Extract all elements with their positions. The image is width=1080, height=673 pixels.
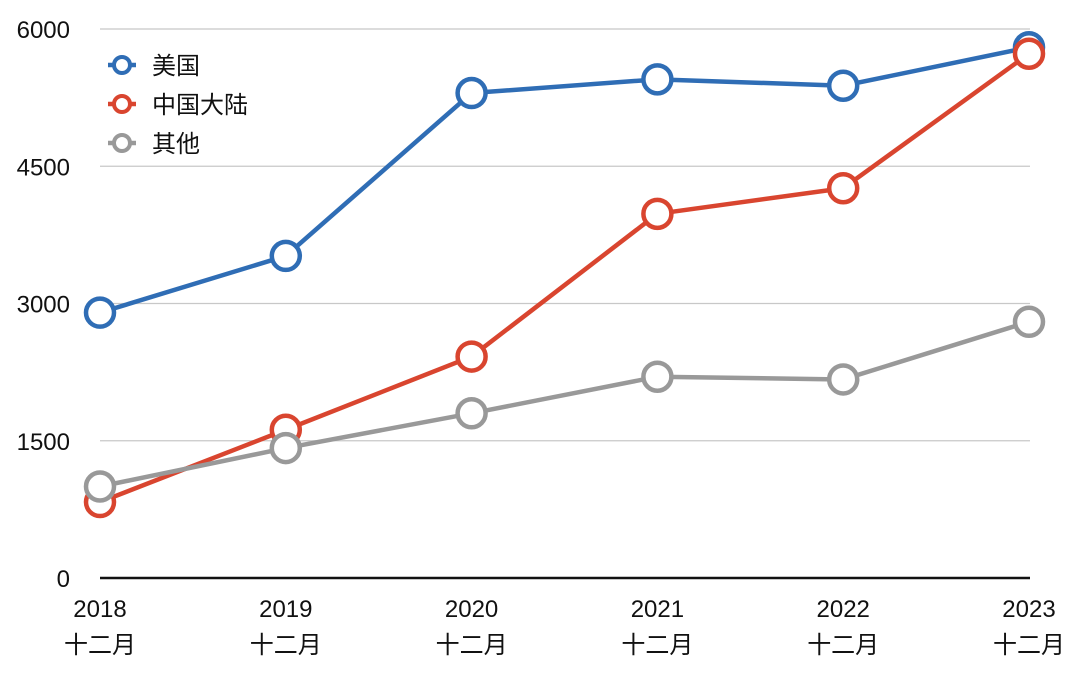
y-axis-tick-labels: 0 1500 3000 4500 6000 [17, 17, 70, 593]
x-tick-label: 十二月 [436, 632, 508, 659]
data-point [269, 431, 303, 465]
legend-swatch-marker [112, 94, 132, 114]
x-tick-label: 十二月 [807, 632, 879, 659]
legend-label: 美国 [152, 52, 200, 80]
data-point [269, 239, 303, 273]
series-2 [83, 305, 1046, 503]
y-tick-label: 3000 [17, 292, 70, 319]
x-tick-label: 十二月 [993, 632, 1065, 659]
x-tick-label: 2018 [73, 596, 126, 623]
x-tick-label: 十二月 [621, 632, 693, 659]
data-point [1012, 37, 1046, 70]
data-point [83, 296, 117, 329]
legend-item: 其他 [108, 130, 200, 158]
data-point [455, 340, 488, 373]
legend-swatch-marker [112, 133, 132, 153]
series-line [97, 51, 1032, 505]
legend-label: 其他 [152, 130, 200, 158]
legend-swatch-marker [112, 55, 132, 75]
x-tick-label: 2023 [1002, 596, 1055, 623]
x-tick-label: 2019 [259, 596, 312, 623]
data-point [826, 171, 860, 205]
data-point [826, 69, 860, 102]
series-1 [83, 37, 1046, 519]
y-tick-label: 4500 [17, 154, 70, 181]
legend-item: 中国大陆 [108, 91, 248, 119]
y-tick-label: 0 [57, 566, 70, 593]
data-point [641, 360, 674, 393]
data-point [641, 197, 674, 231]
data-point [641, 63, 674, 96]
series-line [97, 45, 1032, 315]
data-point [826, 363, 860, 396]
x-axis: 2018 十二月 2019 十二月 2020 十二月 2021 十二月 2022 十二月 2023 十… [64, 576, 1065, 659]
legend-label: 中国大陆 [152, 91, 248, 119]
series-line [97, 319, 1032, 489]
legend-item: 美国 [108, 52, 200, 80]
data-point [455, 397, 488, 430]
data-point [1012, 305, 1046, 339]
x-tick-label: 2021 [631, 596, 684, 623]
x-tick-label: 十二月 [250, 632, 322, 659]
y-tick-label: 1500 [17, 429, 70, 456]
x-tick-label: 2020 [445, 596, 498, 623]
x-tick-label: 2022 [817, 596, 870, 623]
y-tick-label: 6000 [17, 17, 70, 44]
x-tick-label: 十二月 [64, 632, 136, 659]
data-point [83, 470, 117, 503]
gridlines [100, 28, 1030, 442]
data-point [455, 76, 488, 110]
series-lines [83, 31, 1046, 519]
